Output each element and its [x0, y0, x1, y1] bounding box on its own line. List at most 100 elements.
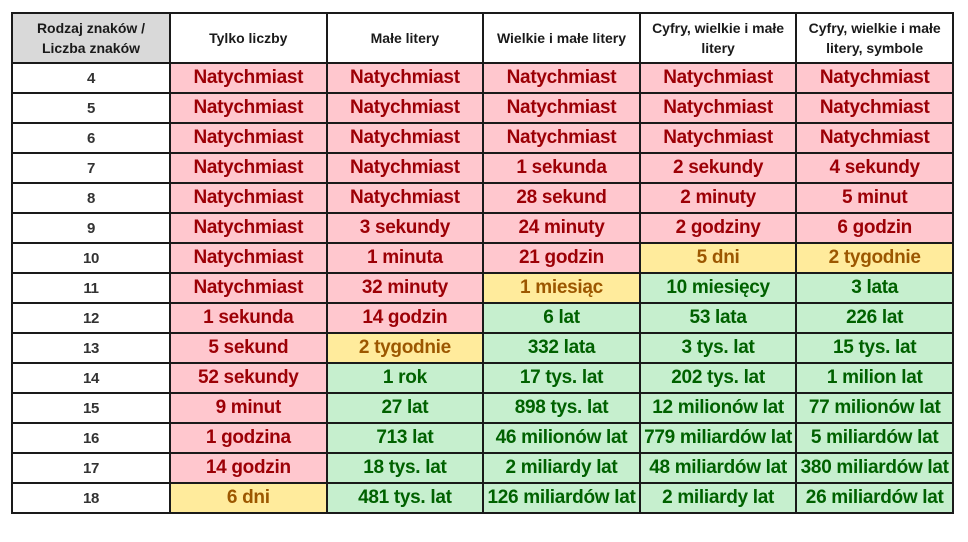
crack-time-cell: 3 lata [795, 272, 954, 304]
corner-header-cell: Rodzaj znaków / Liczba znaków [11, 12, 171, 64]
table-row: 4 Natychmiast Natychmiast Natychmiast Natych… [11, 62, 954, 94]
crack-time-cell: 1 milion lat [795, 362, 954, 394]
crack-time-cell: 1 godzina [169, 422, 328, 454]
password-crack-time-table-container: Rodzaj znaków / Liczba znaków Tylko licz… [11, 12, 954, 514]
crack-time-cell: 10 miesięcy [638, 272, 798, 304]
crack-time-cell: Natychmiast [638, 62, 798, 94]
crack-time-cell: 126 miliardów lat [482, 482, 641, 514]
crack-time-cell: 21 godzin [482, 242, 641, 274]
crack-time-cell: 52 sekundy [169, 362, 328, 394]
crack-time-cell: Natychmiast [325, 152, 485, 184]
row-header-length: 4 [11, 62, 171, 94]
row-header-length: 16 [11, 422, 171, 454]
crack-time-cell: 2 miliardy lat [638, 482, 798, 514]
crack-time-cell: 5 minut [795, 182, 954, 214]
table-row: 8 Natychmiast Natychmiast 28 sekund 2 minuty… [11, 182, 954, 214]
column-header-digits-mixed-case-symbols: Cyfry, wielkie i małe litery, symbole [795, 12, 954, 64]
table-row: 12 1 sekunda 14 godzin 6 lat 53 lata 226 lat [11, 302, 954, 334]
crack-time-cell: 2 miliardy lat [482, 452, 641, 484]
crack-time-cell: Natychmiast [169, 212, 328, 244]
table-row: 13 5 sekund 2 tygodnie 332 lata 3 tys. lat 15… [11, 332, 954, 364]
crack-time-cell: Natychmiast [638, 92, 798, 124]
row-header-length: 10 [11, 242, 171, 274]
crack-time-cell: Natychmiast [169, 182, 328, 214]
crack-time-cell: 898 tys. lat [482, 392, 641, 424]
crack-time-cell: Natychmiast [482, 92, 641, 124]
table-body: 4 Natychmiast Natychmiast Natychmiast Natych… [11, 62, 954, 514]
crack-time-cell: 14 godzin [169, 452, 328, 484]
row-header-length: 13 [11, 332, 171, 364]
table-row: 11 Natychmiast 32 minuty 1 miesiąc 10 miesię… [11, 272, 954, 304]
crack-time-cell: 17 tys. lat [482, 362, 641, 394]
crack-time-cell: 1 minuta [325, 242, 485, 274]
crack-time-cell: Natychmiast [169, 272, 328, 304]
crack-time-cell: 1 sekunda [482, 152, 641, 184]
row-header-length: 18 [11, 482, 171, 514]
header-row: Rodzaj znaków / Liczba znaków Tylko licz… [11, 12, 954, 64]
crack-time-cell: 2 godziny [638, 212, 798, 244]
column-header-digits-mixed-case: Cyfry, wielkie i małe litery [638, 12, 798, 64]
table-header: Rodzaj znaków / Liczba znaków Tylko licz… [11, 12, 954, 64]
crack-time-cell: 27 lat [325, 392, 485, 424]
crack-time-cell: Natychmiast [638, 122, 798, 154]
crack-time-cell: 12 milionów lat [638, 392, 798, 424]
crack-time-cell: 15 tys. lat [795, 332, 954, 364]
crack-time-cell: Natychmiast [169, 92, 328, 124]
crack-time-cell: 6 godzin [795, 212, 954, 244]
crack-time-cell: 202 tys. lat [638, 362, 798, 394]
crack-time-cell: 2 minuty [638, 182, 798, 214]
column-header-mixed-case: Wielkie i małe litery [482, 12, 641, 64]
crack-time-cell: 332 lata [482, 332, 641, 364]
corner-header-line-1: Rodzaj znaków / [36, 20, 146, 36]
crack-time-cell: Natychmiast [169, 122, 328, 154]
crack-time-cell: 26 miliardów lat [795, 482, 954, 514]
row-header-length: 8 [11, 182, 171, 214]
crack-time-cell: 3 tys. lat [638, 332, 798, 364]
crack-time-cell: Natychmiast [482, 62, 641, 94]
crack-time-cell: Natychmiast [325, 92, 485, 124]
crack-time-cell: 48 miliardów lat [638, 452, 798, 484]
crack-time-cell: 6 dni [169, 482, 328, 514]
crack-time-cell: Natychmiast [325, 62, 485, 94]
corner-header-line-2: Liczba znaków [41, 40, 141, 56]
table-row: 6 Natychmiast Natychmiast Natychmiast Natych… [11, 122, 954, 154]
crack-time-cell: 3 sekundy [325, 212, 485, 244]
table-row: 18 6 dni 481 tys. lat 126 miliardów lat 2 mi… [11, 482, 954, 514]
password-crack-time-table: Rodzaj znaków / Liczba znaków Tylko licz… [11, 12, 954, 514]
crack-time-cell: Natychmiast [482, 122, 641, 154]
crack-time-cell: 1 rok [325, 362, 485, 394]
crack-time-cell: 713 lat [325, 422, 485, 454]
column-header-lowercase: Małe litery [325, 12, 485, 64]
crack-time-cell: Natychmiast [325, 122, 485, 154]
crack-time-cell: 2 sekundy [638, 152, 798, 184]
crack-time-cell: 5 dni [638, 242, 798, 274]
crack-time-cell: 2 tygodnie [795, 242, 954, 274]
crack-time-cell: 5 miliardów lat [795, 422, 954, 454]
crack-time-cell: Natychmiast [169, 62, 328, 94]
crack-time-cell: Natychmiast [795, 62, 954, 94]
crack-time-cell: Natychmiast [795, 122, 954, 154]
row-header-length: 14 [11, 362, 171, 394]
row-header-length: 12 [11, 302, 171, 334]
crack-time-cell: 226 lat [795, 302, 954, 334]
row-header-length: 5 [11, 92, 171, 124]
crack-time-cell: Natychmiast [169, 152, 328, 184]
crack-time-cell: 1 sekunda [169, 302, 328, 334]
row-header-length: 17 [11, 452, 171, 484]
crack-time-cell: 32 minuty [325, 272, 485, 304]
crack-time-cell: 2 tygodnie [325, 332, 485, 364]
crack-time-cell: 46 milionów lat [482, 422, 641, 454]
crack-time-cell: 28 sekund [482, 182, 641, 214]
row-header-length: 11 [11, 272, 171, 304]
crack-time-cell: 24 minuty [482, 212, 641, 244]
crack-time-cell: 1 miesiąc [482, 272, 641, 304]
table-row: 5 Natychmiast Natychmiast Natychmiast Natych… [11, 92, 954, 124]
crack-time-cell: 9 minut [169, 392, 328, 424]
crack-time-cell: 18 tys. lat [325, 452, 485, 484]
crack-time-cell: 6 lat [482, 302, 641, 334]
table-row: 16 1 godzina 713 lat 46 milionów lat 779 mil… [11, 422, 954, 454]
crack-time-cell: 14 godzin [325, 302, 485, 334]
crack-time-cell: 5 sekund [169, 332, 328, 364]
crack-time-cell: Natychmiast [169, 242, 328, 274]
row-header-length: 6 [11, 122, 171, 154]
